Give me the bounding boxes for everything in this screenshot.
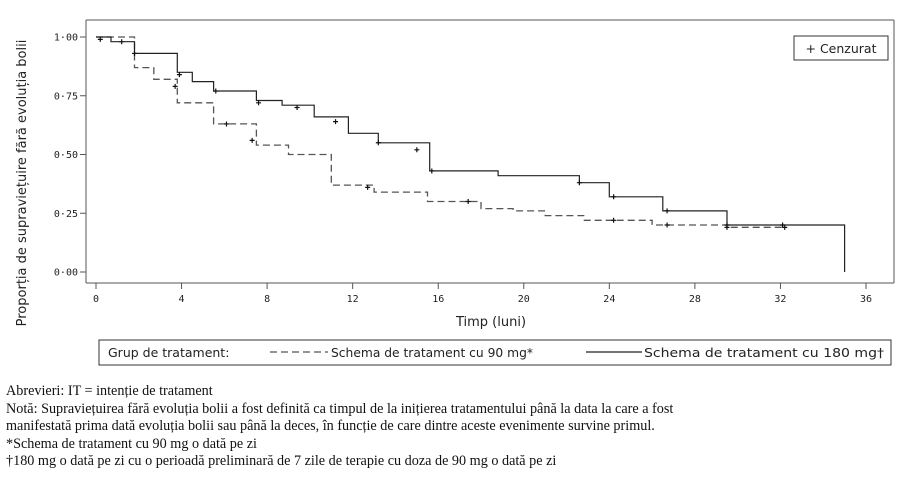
x-tick-label: 0 (93, 294, 99, 305)
group-legend-title: Grup de tratament: (108, 345, 229, 360)
group-legend-box (98, 339, 892, 366)
x-tick-label: 24 (603, 294, 615, 305)
footnote-90mg: *Schema de tratament cu 90 mg o dată pe … (6, 435, 257, 452)
series-layer (96, 36, 846, 272)
x-ticks: 0 4 8 12 16 20 24 28 32 36 (93, 283, 872, 305)
censor-mark-90mg (249, 137, 255, 143)
plot-frame (85, 19, 895, 284)
km-figure: 0·00 0·25 0·50 0·75 1·00 0 4 8 12 16 20 24 28 32 36 P… (15, 19, 895, 366)
censor-mark-180mg (576, 180, 582, 186)
abbreviations-note: Abrevieri: IT = intenție de tratament (6, 383, 213, 399)
censor-mark-90mg (223, 121, 229, 127)
censor-legend-box (793, 35, 889, 61)
x-tick-label: 12 (347, 294, 359, 305)
x-tick-label: 8 (264, 294, 270, 305)
censor-mark-180mg (375, 140, 381, 146)
censor-mark-180mg (724, 222, 730, 228)
x-tick-label: 20 (518, 294, 530, 305)
footnotes: Abrevieri: IT = intenție de tratament No… (6, 383, 911, 471)
group-legend: Grup de tratament: Schema de tratament c… (98, 339, 892, 366)
censor-mark-180mg (429, 168, 435, 174)
censor-mark-180mg (176, 72, 182, 78)
x-tick-label: 32 (774, 294, 786, 305)
y-tick-label: 1·00 (54, 33, 78, 44)
censor-mark-90mg (172, 83, 178, 89)
survival-curve-180mg (96, 36, 846, 272)
censor-legend: + Cenzurat (793, 35, 889, 61)
censor-legend-label: + Cenzurat (806, 41, 877, 56)
censor-mark-180mg (294, 105, 300, 110)
censor-mark-180mg (132, 50, 137, 56)
y-tick-label: 0·25 (54, 209, 78, 220)
censor-mark-180mg (414, 147, 420, 153)
footnote-180mg: †180 mg o dată pe zi cu o perioadă preli… (6, 453, 557, 470)
censor-mark-90mg (664, 222, 670, 228)
definition-note-line-2: manifestată prima dată evoluția bolii sa… (6, 418, 655, 435)
censor-mark-180mg (664, 208, 670, 214)
legend-label-90mg: Schema de tratament cu 90 mg* (331, 345, 533, 360)
x-axis-label: Timp (luni) (455, 315, 526, 330)
survival-curve-90mg (96, 36, 785, 228)
y-axis-label: Proporția de supraviețuire fără evoluția… (15, 40, 30, 327)
censor-mark-180mg (333, 119, 339, 125)
x-tick-label: 36 (860, 294, 872, 305)
censor-mark-90mg (465, 199, 471, 204)
censor-mark-180mg (780, 222, 786, 228)
definition-note-line-1: Notă: Supraviețuirea fără evoluția bolii… (6, 400, 674, 417)
censor-mark-90mg (611, 217, 617, 223)
censor-mark-90mg (365, 184, 371, 190)
censor-mark-180mg (97, 36, 103, 42)
y-tick-label: 0·00 (54, 268, 78, 279)
legend-label-180mg: Schema de tratament cu 180 mg† (644, 345, 884, 360)
x-tick-label: 4 (179, 294, 185, 305)
censor-mark-180mg (213, 88, 219, 94)
censor-mark-180mg (256, 100, 262, 106)
y-ticks: 0·00 0·25 0·50 0·75 1·00 (54, 33, 86, 279)
y-tick-label: 0·50 (54, 150, 78, 161)
censor-mark-180mg (611, 194, 617, 200)
x-tick-label: 16 (432, 294, 444, 305)
x-tick-label: 28 (689, 294, 701, 305)
y-tick-label: 0·75 (54, 91, 78, 102)
